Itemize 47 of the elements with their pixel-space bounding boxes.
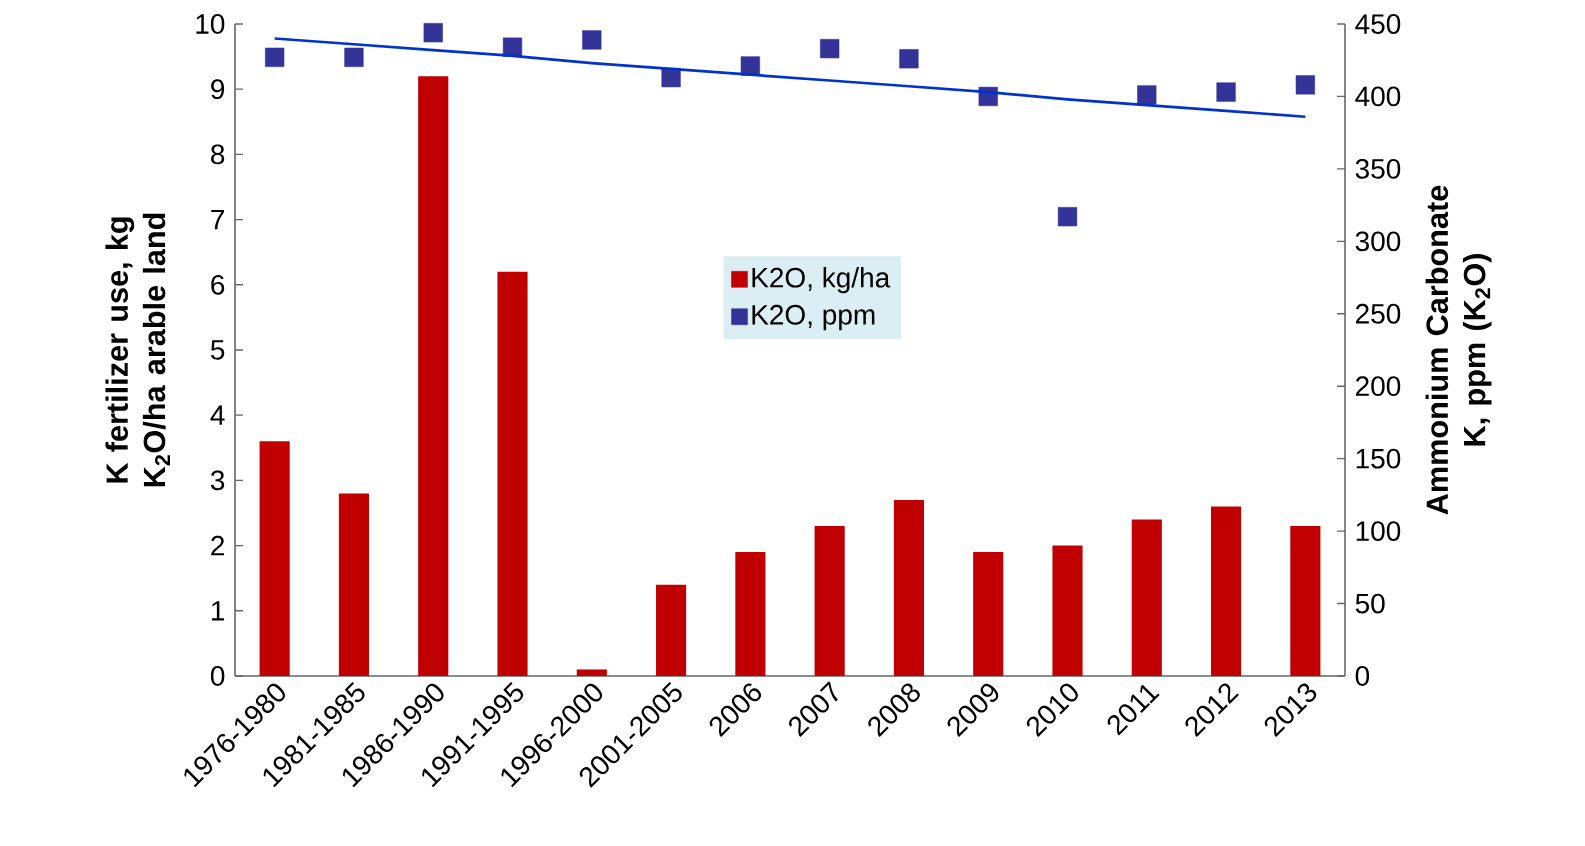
y-tick-label: 9 — [211, 79, 225, 100]
bar — [814, 526, 845, 676]
y-tick-label: 8 — [211, 144, 225, 165]
y2-tick-label: 100 — [1356, 521, 1401, 542]
point — [1057, 207, 1078, 227]
legend-label: K2O, ppm — [752, 304, 875, 331]
y-tick-label: 7 — [211, 209, 224, 230]
bar — [1052, 545, 1083, 676]
y-tick-label: 6 — [211, 274, 225, 295]
point — [582, 30, 602, 50]
bar — [973, 552, 1004, 676]
bar — [1290, 526, 1321, 676]
y-tick-label: 4 — [210, 405, 225, 425]
y2-tick-label: 450 — [1355, 14, 1401, 34]
point — [899, 49, 919, 69]
y-tick-label: 3 — [210, 470, 225, 491]
y-tick-label: 5 — [210, 340, 225, 360]
bar — [735, 552, 766, 676]
y2-tick-label: 350 — [1355, 158, 1401, 179]
bar — [338, 493, 369, 676]
point — [423, 23, 443, 43]
bar — [259, 441, 290, 676]
bar — [576, 669, 607, 676]
y-tick-label: 1 — [211, 601, 225, 621]
bar — [1211, 506, 1242, 676]
y2-tick-label: 250 — [1356, 303, 1401, 324]
point — [344, 47, 364, 67]
point — [820, 39, 840, 59]
point — [1216, 82, 1236, 102]
bar — [656, 584, 687, 676]
y2-tick-label: 200 — [1356, 376, 1401, 397]
legend-label: K2O, kg/ha — [752, 267, 891, 294]
bar — [418, 76, 449, 676]
bar — [1131, 519, 1162, 676]
y2-tick-label: 0 — [1355, 666, 1370, 686]
y2-tick-label: 300 — [1355, 231, 1401, 252]
y2-tick-label: 400 — [1355, 86, 1401, 107]
y2-tick-label: 50 — [1355, 593, 1385, 614]
y-tick-label: 10 — [196, 14, 225, 34]
point — [1137, 85, 1157, 105]
bar — [497, 271, 528, 676]
point — [740, 56, 760, 76]
point — [265, 47, 285, 67]
y-tick-label: 2 — [211, 535, 224, 556]
point — [1295, 75, 1315, 95]
y2-tick-label: 150 — [1356, 448, 1401, 469]
bar — [893, 499, 924, 676]
